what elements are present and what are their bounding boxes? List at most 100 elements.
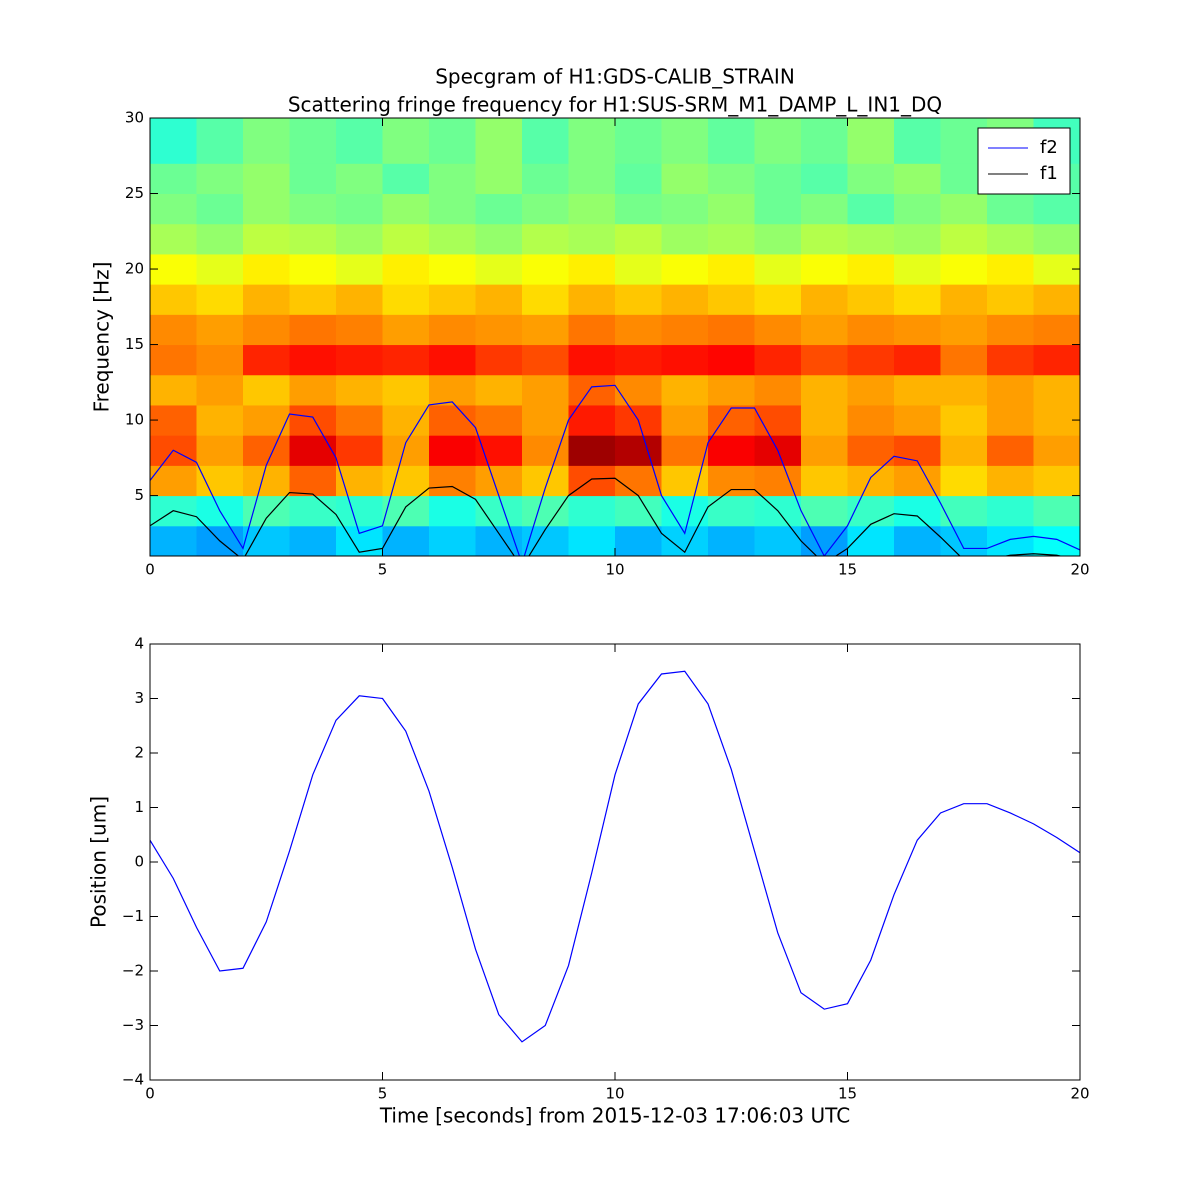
heatmap-cell [382,163,430,195]
heatmap-cell [150,374,197,406]
heatmap-cell [475,163,523,195]
x-tick-label: 15 [838,561,857,579]
heatmap-cell [289,374,337,406]
heatmap-cell [801,404,848,436]
heatmap-cell [661,163,709,195]
heatmap-cell [708,253,755,285]
heatmap-cell [615,435,662,466]
heatmap-cell [801,495,848,527]
heatmap-cell [987,284,1034,315]
heatmap-cell [708,344,755,376]
heatmap-cell [382,344,430,376]
heatmap-cell [894,193,941,225]
x-tick-label: 10 [605,1085,624,1103]
heatmap-cell [894,314,941,346]
heatmap-cell [661,344,709,376]
heatmap-cell [615,223,662,255]
heatmap-cell [1033,284,1080,315]
heatmap-cell [289,344,337,376]
heatmap-cell [475,404,523,436]
heatmap-cell [243,193,290,225]
heatmap-cell [754,344,802,376]
x-tick-label: 15 [838,1085,857,1103]
heatmap-cell [336,163,383,195]
heatmap-cell [336,223,383,255]
heatmap-cell [708,404,755,436]
heatmap-cell [847,435,895,466]
heatmap-cell [243,314,290,346]
heatmap-cell [754,374,802,406]
y-axis-label: Position [um] [87,796,111,928]
heatmap-cell [894,344,941,376]
heatmap-cell [615,284,662,315]
heatmap-cell [754,465,802,497]
heatmap-cell [894,223,941,255]
heatmap-cell [475,435,523,466]
heatmap-cell [150,163,197,195]
heatmap-cell [568,163,616,195]
heatmap-cell [1033,435,1080,466]
heatmap-cell [429,253,476,285]
heatmap-cell [568,465,616,497]
heatmap-cell [243,163,290,195]
heatmap-cell [150,465,197,497]
heatmap-cell [615,253,662,285]
heatmap-cell [1033,314,1080,346]
heatmap-cell [661,253,709,285]
heatmap-cell [336,374,383,406]
line [150,384,1080,556]
heatmap-cell [661,435,709,466]
heatmap-cell [754,193,802,225]
heatmap-cell [382,465,430,497]
heatmap-cell [894,118,941,164]
heatmap-cell [289,193,337,225]
x-tick-label: 5 [378,561,388,579]
heatmap-cell [1033,344,1080,376]
heatmap-cell [243,253,290,285]
heatmap-cell [940,435,988,466]
heatmap-cell [568,404,616,436]
heatmap-cell [336,525,383,556]
heatmap-cell [1033,495,1080,527]
y-tick-label: 10 [125,411,144,429]
heatmap-cell [708,163,755,195]
heatmap-cell [754,314,802,346]
heatmap-cell [708,223,755,255]
heatmap-cell [847,284,895,315]
heatmap-cell [661,118,709,164]
heatmap-cell [475,284,523,315]
heatmap-cell [615,193,662,225]
heatmap-cell [522,163,569,195]
y-axis-label: Frequency [Hz] [90,262,114,413]
y-tick-label: 15 [125,335,144,353]
heatmap-cell [987,435,1034,466]
heatmap-cell [661,284,709,315]
heatmap-cell [243,465,290,497]
heatmap-cell [289,118,337,164]
heatmap-cell [940,525,988,556]
heatmap-cell [987,223,1034,255]
heatmap-cell [196,284,244,315]
heatmap-cell [708,284,755,315]
heatmap-cell [243,223,290,255]
heatmap-cell [196,118,244,164]
heatmap-cell [754,284,802,315]
heatmap-cell [196,193,244,225]
heatmap-cell [801,118,848,164]
plot-area [150,118,1080,556]
y-tick-label: 3 [134,689,144,707]
heatmap-cell [289,525,337,556]
y-tick-label: 2 [134,744,144,762]
y-tick-label: 25 [125,184,144,202]
heatmap-cell [382,374,430,406]
heatmap-cell [336,495,383,527]
heatmap-cell [429,118,476,164]
heatmap-cell [568,344,616,376]
heatmap-cell [243,284,290,315]
heatmap-cell [150,223,197,255]
heatmap-cell [475,525,523,556]
heatmap-cell [429,193,476,225]
heatmap-cell [336,284,383,315]
heatmap-cell [150,284,197,315]
